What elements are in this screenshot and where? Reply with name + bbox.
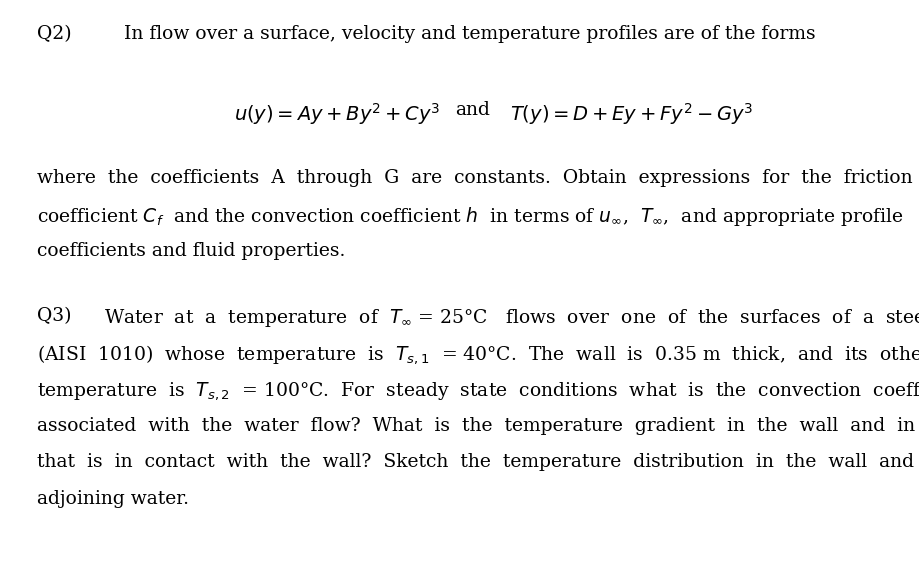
Text: coefficient $C_f$  and the convection coefficient $h$  in terms of $u_{\infty}$,: coefficient $C_f$ and the convection coe… (37, 205, 903, 229)
Text: where  the  coefficients  A  through  G  are  constants.  Obtain  expressions  f: where the coefficients A through G are c… (37, 169, 913, 187)
Text: Q3): Q3) (37, 307, 72, 325)
Text: Q2): Q2) (37, 25, 72, 43)
Text: and: and (455, 101, 490, 119)
Text: (AISI  1010)  whose  temperature  is  $T_{s,1}$  = 40°C.  The  wall  is  0.35 m : (AISI 1010) whose temperature is $T_{s,1… (37, 343, 919, 367)
Text: temperature  is  $T_{s,2}$  = 100°C.  For  steady  state  conditions  what  is  : temperature is $T_{s,2}$ = 100°C. For st… (37, 380, 919, 402)
Text: $u(y) = Ay + By^2 + Cy^3$: $u(y) = Ay + By^2 + Cy^3$ (234, 101, 441, 127)
Text: $T(y) = D + Ey + Fy^2 - Gy^3$: $T(y) = D + Ey + Fy^2 - Gy^3$ (510, 101, 754, 127)
Text: coefficients and fluid properties.: coefficients and fluid properties. (37, 242, 346, 260)
Text: In flow over a surface, velocity and temperature profiles are of the forms: In flow over a surface, velocity and tem… (124, 25, 816, 43)
Text: that  is  in  contact  with  the  wall?  Sketch  the  temperature  distribution : that is in contact with the wall? Sketch… (37, 453, 919, 471)
Text: Water  at  a  temperature  of  $T_{\infty}$ = 25°C   flows  over  one  of  the  : Water at a temperature of $T_{\infty}$ =… (104, 307, 919, 329)
Text: associated  with  the  water  flow?  What  is  the  temperature  gradient  in  t: associated with the water flow? What is … (37, 417, 919, 435)
Text: adjoining water.: adjoining water. (37, 490, 188, 508)
